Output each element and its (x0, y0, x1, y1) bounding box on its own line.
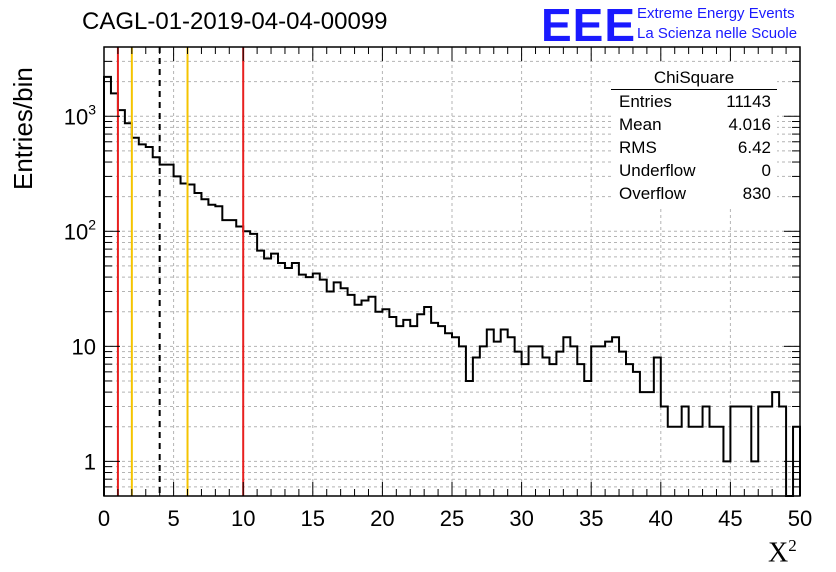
stats-value: 0 (761, 161, 771, 180)
x-tick-label: 35 (579, 506, 603, 531)
chart-title: CAGL-01-2019-04-04-00099 (82, 8, 388, 35)
x-tick-label: 30 (509, 506, 533, 531)
y-tick-label: 10 (72, 334, 96, 359)
stats-value: 11143 (726, 92, 771, 111)
x-tick-label: 25 (440, 506, 464, 531)
y-tick-label: 1 (84, 449, 96, 474)
eee-logo: EEE Extreme Energy Events La Scienza nel… (541, 0, 831, 51)
stats-row-rms: RMS 6.42 (619, 138, 771, 160)
stats-key: Entries (619, 92, 672, 111)
x-tick-label: 15 (301, 506, 325, 531)
stats-title: ChiSquare (653, 68, 735, 87)
stats-value: 4.016 (728, 115, 771, 134)
x-axis-label-base: X (768, 537, 789, 569)
x-tick-label: 40 (649, 506, 673, 531)
histogram-line (103, 75, 801, 497)
x-tick-label: 10 (231, 506, 255, 531)
stats-value: 6.42 (737, 138, 771, 157)
x-tick-label: 20 (370, 506, 394, 531)
stats-key: RMS (619, 138, 657, 157)
stats-row-underflow: Underflow 0 (619, 161, 771, 183)
y-axis-label: Entries/bin (8, 67, 38, 190)
logo-line-1: Extreme Energy Events (637, 5, 795, 22)
stats-key: Overflow (619, 184, 687, 203)
y-tick-label: 102 (64, 216, 96, 244)
stats-row-entries: Entries 11143 (619, 92, 771, 114)
stats-row-overflow: Overflow 830 (619, 184, 771, 206)
x-tick-label: 50 (788, 506, 812, 531)
x-tick-label: 0 (98, 506, 110, 531)
logo-line-2: La Scienza nelle Scuole (637, 25, 798, 42)
eee-logo-mark: EEE (541, 0, 637, 51)
stats-key: Mean (619, 115, 662, 134)
stats-row-mean: Mean 4.016 (619, 115, 771, 137)
x-axis-label: X2 (768, 536, 797, 569)
x-axis-label-sup: 2 (788, 536, 797, 555)
x-tick-label: 5 (167, 506, 179, 531)
stats-divider (611, 89, 777, 90)
stats-value: 830 (742, 184, 771, 203)
stats-key: Underflow (619, 161, 696, 180)
y-tick-label: 103 (64, 101, 96, 129)
stats-box: ChiSquare Entries 11143 Mean 4.016 RMS 6… (611, 64, 777, 207)
x-tick-label: 45 (718, 506, 742, 531)
